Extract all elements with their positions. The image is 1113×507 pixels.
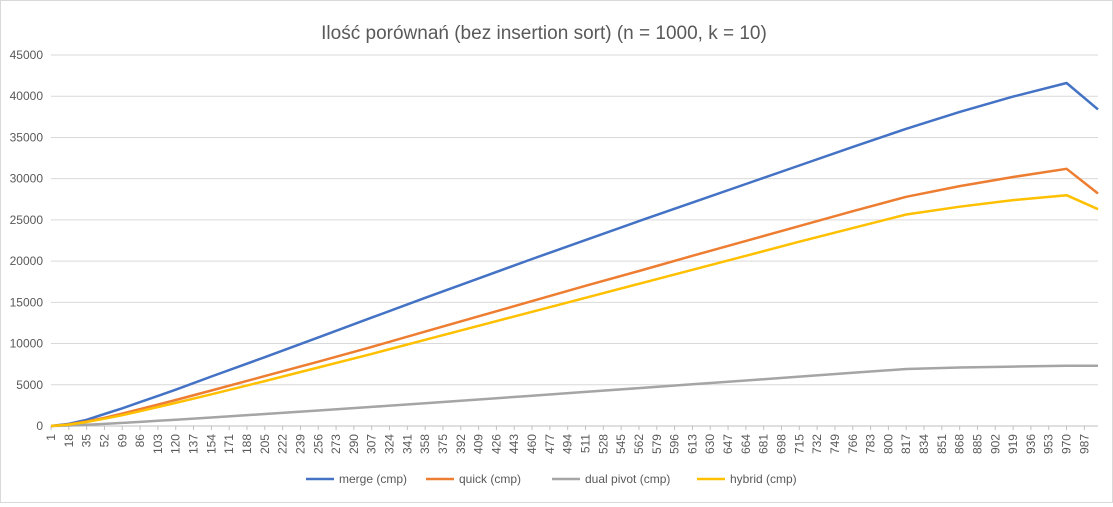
gridlines <box>51 54 1098 427</box>
series-lines <box>50 81 1099 428</box>
legend-label: dual pivot (cmp) <box>585 472 670 486</box>
x-tick-label: 783 <box>864 434 878 454</box>
x-tick-label: 409 <box>472 434 486 454</box>
x-tick-label: 375 <box>436 434 450 454</box>
y-tick-label: 15000 <box>10 295 44 309</box>
x-tick-label: 528 <box>596 434 610 454</box>
x-tick-label: 817 <box>899 434 913 454</box>
x-tick-label: 494 <box>561 434 575 454</box>
y-tick-label: 5000 <box>16 378 43 392</box>
y-tick-label: 20000 <box>10 254 44 268</box>
x-tick-label: 18 <box>62 434 76 448</box>
x-tick-label: 953 <box>1042 434 1056 454</box>
x-tick-label: 851 <box>935 434 949 454</box>
y-tick-label: 30000 <box>10 172 44 186</box>
x-tick-label: 596 <box>668 434 682 454</box>
x-tick-label: 834 <box>917 434 931 454</box>
x-tick-label: 647 <box>721 434 735 454</box>
x-tick-label: 443 <box>507 434 521 454</box>
x-tick-label: 103 <box>151 434 165 454</box>
x-tick-label: 392 <box>454 434 468 454</box>
x-tick-label: 171 <box>222 434 236 454</box>
series-line <box>50 81 1099 428</box>
x-axis: 1 18 35 52 69 86 103 120 137 154 171 188 205 222 239 25… <box>44 426 1091 454</box>
y-tick-label: 45000 <box>10 48 44 62</box>
x-tick-label: 222 <box>276 434 290 454</box>
x-tick-label: 749 <box>828 434 842 454</box>
x-tick-label: 715 <box>792 434 806 454</box>
legend-label: merge (cmp) <box>339 472 407 486</box>
x-tick-label: 919 <box>1006 434 1020 454</box>
x-tick-label: 885 <box>970 434 984 454</box>
y-tick-label: 35000 <box>10 130 44 144</box>
x-tick-label: 987 <box>1077 434 1091 454</box>
y-tick-label: 0 <box>36 419 43 433</box>
x-tick-label: 358 <box>418 434 432 454</box>
x-tick-label: 256 <box>311 434 325 454</box>
y-axis: 0 5000 10000 15000 20000 25000 30000 35000 40000… <box>10 48 44 433</box>
x-tick-label: 426 <box>489 434 503 454</box>
series-line <box>50 364 1098 428</box>
legend: merge (cmp) quick (cmp) dual pivot (cmp) hy… <box>306 472 797 486</box>
x-tick-label: 137 <box>187 434 201 454</box>
y-tick-label: 10000 <box>10 337 44 351</box>
legend-label: quick (cmp) <box>459 472 521 486</box>
x-tick-label: 205 <box>258 434 272 454</box>
x-tick-label: 239 <box>293 434 307 454</box>
x-tick-label: 69 <box>115 434 129 448</box>
x-tick-label: 902 <box>988 434 1002 454</box>
x-tick-label: 35 <box>80 434 94 448</box>
x-tick-label: 970 <box>1060 434 1074 454</box>
x-tick-label: 307 <box>365 434 379 454</box>
y-tick-label: 40000 <box>10 89 44 103</box>
x-tick-label: 936 <box>1024 434 1038 454</box>
x-tick-label: 341 <box>400 434 414 454</box>
x-tick-label: 766 <box>846 434 860 454</box>
series-line <box>50 193 1099 428</box>
x-tick-label: 290 <box>347 434 361 454</box>
x-tick-label: 613 <box>685 434 699 454</box>
x-tick-label: 86 <box>133 434 147 448</box>
x-tick-label: 698 <box>774 434 788 454</box>
x-tick-label: 800 <box>881 434 895 454</box>
x-tick-label: 562 <box>632 434 646 454</box>
x-tick-label: 52 <box>97 434 111 448</box>
x-tick-label: 545 <box>614 434 628 454</box>
y-tick-label: 25000 <box>10 213 44 227</box>
x-tick-label: 477 <box>543 434 557 454</box>
x-tick-label: 120 <box>169 434 183 454</box>
x-tick-label: 511 <box>579 434 593 453</box>
x-tick-label: 732 <box>810 434 824 454</box>
x-tick-label: 868 <box>953 434 967 454</box>
x-tick-label: 1 <box>44 434 58 441</box>
x-tick-label: 273 <box>329 434 343 454</box>
series-line <box>50 167 1099 428</box>
chart-title: Ilość porównań (bez insertion sort) (n =… <box>321 23 767 44</box>
legend-label: hybrid (cmp) <box>730 472 797 486</box>
x-tick-label: 579 <box>650 434 664 454</box>
x-tick-label: 681 <box>757 434 771 454</box>
x-tick-label: 630 <box>703 434 717 454</box>
x-tick-label: 154 <box>204 434 218 454</box>
x-tick-label: 324 <box>383 434 397 454</box>
x-tick-label: 188 <box>240 434 254 454</box>
x-tick-label: 460 <box>525 434 539 454</box>
x-tick-label: 664 <box>739 434 753 454</box>
